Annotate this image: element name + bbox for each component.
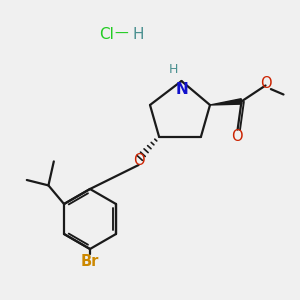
Text: H: H [168, 63, 178, 76]
Text: Br: Br [81, 254, 99, 268]
Text: Cl: Cl [99, 27, 114, 42]
Text: O: O [231, 129, 242, 144]
Polygon shape [210, 99, 242, 105]
Text: O: O [133, 153, 144, 168]
Text: H: H [133, 27, 144, 42]
Text: —: — [115, 27, 128, 40]
Text: O: O [260, 76, 272, 91]
Text: N: N [176, 82, 188, 98]
